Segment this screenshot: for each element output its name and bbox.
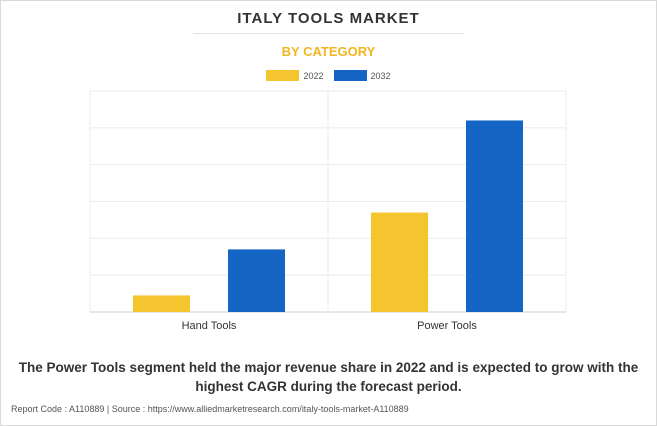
bar-power-tools-2022: [371, 212, 428, 312]
legend-swatch-2022: [266, 70, 300, 81]
legend-label-2032: 2032: [370, 70, 391, 81]
chart-title: ITALY TOOLS MARKET: [237, 10, 420, 27]
legend-swatch-2032: [333, 70, 367, 81]
chart-caption: The Power Tools segment held the major r…: [18, 360, 639, 394]
chart-subtitle: BY CATEGORY: [281, 44, 376, 59]
x-tick-label-power-tools: Power Tools: [417, 320, 477, 332]
x-tick-label-hand-tools: Hand Tools: [182, 320, 237, 332]
legend-item-2022: 2022: [266, 70, 324, 81]
bar-hand-tools-2022: [133, 295, 190, 312]
legend: 2022 2032: [0, 70, 657, 81]
legend-item-2032: 2032: [333, 70, 391, 81]
bar-hand-tools-2032: [228, 249, 285, 312]
title-divider: [193, 33, 464, 34]
bar-power-tools-2032: [466, 120, 523, 312]
legend-label-2022: 2022: [303, 70, 324, 81]
report-source: Report Code : A110889 | Source : https:/…: [11, 404, 409, 414]
